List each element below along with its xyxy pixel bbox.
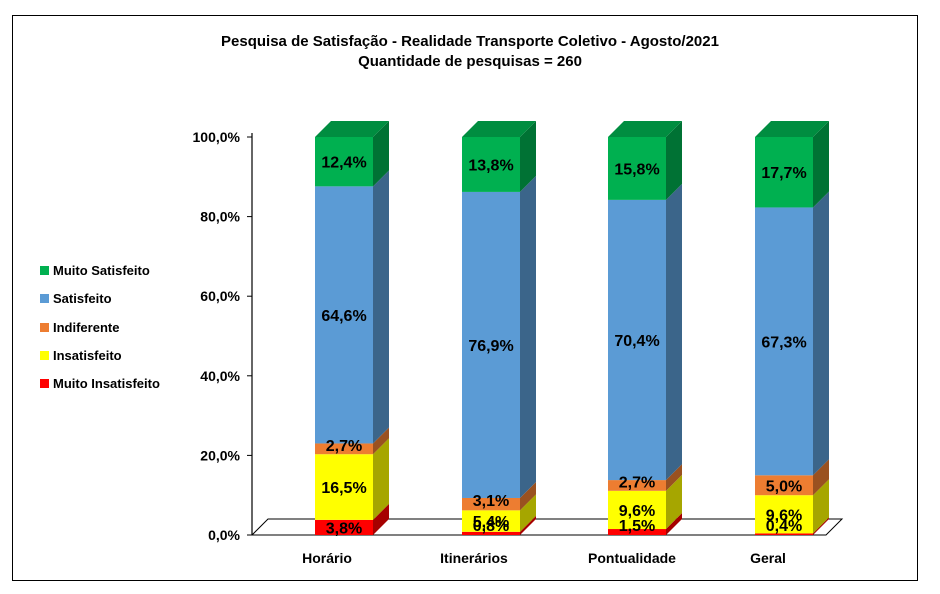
data-label: 2,7% bbox=[619, 474, 655, 491]
legend-swatch bbox=[40, 265, 49, 275]
legend-item-muito-insatisfeito: Muito Insatisfeito bbox=[40, 375, 160, 391]
chart-title: Pesquisa de Satisfação - Realidade Trans… bbox=[221, 33, 719, 50]
data-label: 76,9% bbox=[468, 338, 513, 355]
bar-segment-side bbox=[520, 515, 536, 535]
bar-segment-side bbox=[666, 183, 682, 481]
chart-subtitle: Quantidade de pesquisas = 260 bbox=[358, 53, 582, 70]
legend-swatch bbox=[40, 378, 49, 388]
bar-segment-side bbox=[813, 517, 829, 535]
bar-segment bbox=[608, 490, 666, 530]
legend-label: Indiferente bbox=[53, 319, 120, 335]
bar-segment bbox=[608, 529, 666, 535]
bar-top-face bbox=[315, 121, 389, 137]
bar-segment-side bbox=[520, 494, 536, 532]
bar-segment-side bbox=[373, 438, 389, 520]
legend-label: Muito Insatisfeito bbox=[53, 375, 160, 391]
bar-segment bbox=[462, 191, 520, 498]
bar-segment-side bbox=[373, 121, 389, 187]
legend-label: Insatisfeito bbox=[53, 347, 122, 363]
bar-segment bbox=[608, 199, 666, 481]
data-label: 3,8% bbox=[326, 520, 362, 537]
bar-segment bbox=[462, 497, 520, 511]
bar-segment bbox=[755, 495, 813, 534]
bar-segment-side bbox=[666, 121, 682, 200]
data-label: 13,8% bbox=[468, 157, 513, 174]
data-label: 1,5% bbox=[619, 518, 655, 535]
bar-segment-side bbox=[373, 503, 389, 535]
bar-top-face bbox=[755, 121, 829, 137]
legend-item-satisfeito: Satisfeito bbox=[40, 290, 112, 306]
y-tick-label: 40,0% bbox=[200, 368, 240, 384]
legend-swatch bbox=[40, 350, 49, 360]
bar-segment bbox=[315, 137, 373, 187]
data-label: 17,7% bbox=[761, 165, 806, 182]
legend-label: Satisfeito bbox=[53, 290, 112, 306]
data-label: 0,8% bbox=[473, 518, 509, 535]
bar-segment-side bbox=[813, 121, 829, 208]
bar-segment bbox=[315, 186, 373, 444]
data-label: 64,6% bbox=[321, 308, 366, 325]
y-tick-label: 80,0% bbox=[200, 209, 240, 225]
data-label: 2,7% bbox=[326, 438, 362, 455]
data-label: 15,8% bbox=[614, 161, 659, 178]
data-label: 5,4% bbox=[473, 514, 509, 531]
bar-segment-side bbox=[520, 175, 536, 498]
x-category-label: Horário bbox=[302, 550, 352, 566]
bar-segment bbox=[755, 207, 813, 476]
x-category-label: Itinerários bbox=[440, 550, 508, 566]
bar-segment bbox=[315, 454, 373, 520]
data-label: 16,5% bbox=[321, 480, 366, 497]
x-category-label: Pontualidade bbox=[588, 550, 676, 566]
bar-segment bbox=[462, 510, 520, 532]
y-tick-label: 100,0% bbox=[193, 129, 241, 145]
bar-segment-side bbox=[666, 513, 682, 535]
y-tick-label: 20,0% bbox=[200, 447, 240, 463]
bar-segment-side bbox=[520, 121, 536, 192]
bar-segment bbox=[608, 137, 666, 200]
data-label: 9,6% bbox=[766, 507, 802, 524]
bar-segment bbox=[755, 137, 813, 208]
bar-segment-side bbox=[813, 459, 829, 496]
bar-segment bbox=[315, 519, 373, 535]
legend-item-muito-satisfeito: Muito Satisfeito bbox=[40, 262, 150, 278]
chart-frame bbox=[12, 15, 918, 581]
legend-item-indiferente: Indiferente bbox=[40, 319, 119, 335]
legend-label: Muito Satisfeito bbox=[53, 262, 150, 278]
data-label: 67,3% bbox=[761, 334, 806, 351]
bar-segment-side bbox=[666, 464, 682, 491]
data-label: 0,4% bbox=[766, 518, 802, 535]
bar-segment-side bbox=[813, 191, 829, 476]
bar-segment bbox=[755, 475, 813, 496]
bar-segment-side bbox=[520, 481, 536, 511]
bar-top-face bbox=[462, 121, 536, 137]
bar-segment bbox=[755, 533, 813, 535]
legend-swatch bbox=[40, 322, 49, 332]
bar-segment-side bbox=[373, 170, 389, 444]
bar-segment bbox=[608, 480, 666, 491]
bar-segment bbox=[462, 531, 520, 535]
data-label: 12,4% bbox=[321, 155, 366, 172]
bar-segment-side bbox=[373, 427, 389, 455]
x-category-label: Geral bbox=[750, 550, 786, 566]
data-label: 9,6% bbox=[619, 503, 655, 520]
bar-segment bbox=[315, 443, 373, 455]
bar-segment-side bbox=[813, 479, 829, 534]
y-tick-label: 60,0% bbox=[200, 288, 240, 304]
y-tick-label: 0,0% bbox=[208, 527, 240, 543]
bar-segment bbox=[462, 137, 520, 192]
data-label: 70,4% bbox=[614, 333, 659, 350]
bar-top-face bbox=[608, 121, 682, 137]
data-label: 3,1% bbox=[473, 493, 509, 510]
legend-swatch bbox=[40, 293, 49, 303]
bar-segment-side bbox=[666, 474, 682, 530]
data-label: 5,0% bbox=[766, 478, 802, 495]
legend-item-insatisfeito: Insatisfeito bbox=[40, 347, 122, 363]
